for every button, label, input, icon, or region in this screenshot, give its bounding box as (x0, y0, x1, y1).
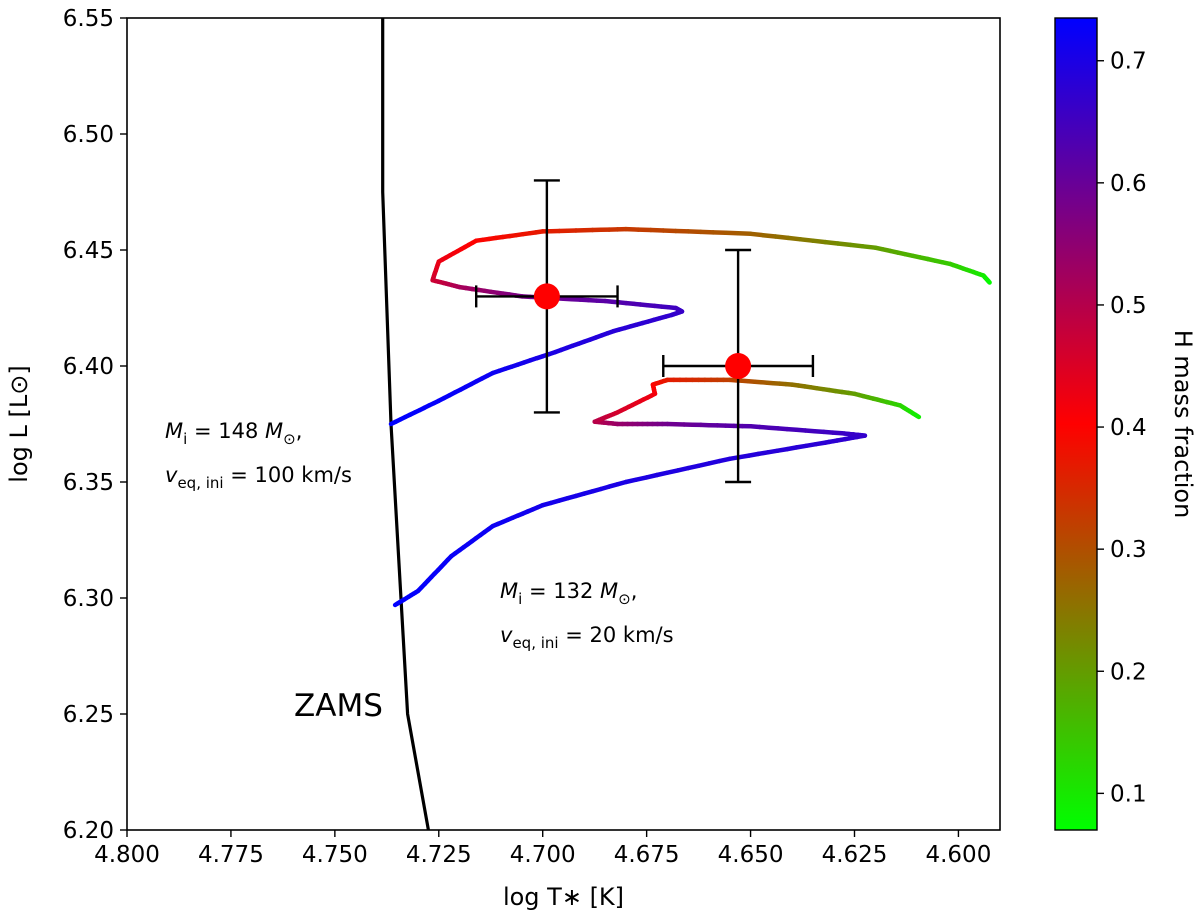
sun-symbol: ⊙ (618, 590, 631, 608)
x-tick-label: 4.800 (94, 842, 160, 868)
track-segment (914, 413, 922, 420)
colorbar-tick-label: 0.3 (1110, 537, 1147, 563)
mass-unit-symbol: M (265, 419, 283, 443)
y-tick-label: 6.55 (63, 6, 114, 32)
comma: , (631, 579, 638, 603)
x-tick-label: 4.700 (510, 842, 576, 868)
x-tick-label: 4.675 (614, 842, 680, 868)
observation-point (725, 353, 752, 379)
annotation-line-1: Mi = 148 M⊙, (165, 419, 302, 448)
x-tick-label: 4.750 (302, 842, 368, 868)
velocity-symbol: v (165, 463, 178, 487)
x-axis-label: log T∗ [K] (503, 883, 624, 911)
velocity-value: = 20 km/s (559, 623, 674, 647)
colorbar-tick-label: 0.5 (1110, 293, 1147, 319)
y-tick-label: 6.45 (63, 238, 114, 264)
mass-unit-symbol: M (600, 579, 618, 603)
velocity-value: = 100 km/s (224, 463, 352, 487)
colorbar-tick-label: 0.1 (1110, 781, 1147, 807)
mass-subscript: i (183, 430, 187, 448)
mass-value: = 148 (187, 419, 265, 443)
sun-symbol: ⊙ (283, 430, 296, 448)
velocity-symbol: v (500, 623, 513, 647)
y-axis-label: log L [L⊙] (5, 365, 33, 482)
x-tick-label: 4.625 (822, 842, 888, 868)
plot-area: Mi = 148 M⊙,veq, ini = 100 km/sMi = 132 … (165, 18, 992, 831)
x-tick-label: 4.725 (406, 842, 472, 868)
colorbar-tick-label: 0.4 (1110, 415, 1147, 441)
annotation-line-2: veq, ini = 20 km/s (500, 623, 674, 652)
y-tick-label: 6.20 (63, 818, 114, 844)
y-tick-label: 6.25 (63, 702, 114, 728)
x-tick-label: 4.600 (925, 842, 991, 868)
mass-symbol: M (500, 579, 518, 603)
track-1 (388, 226, 992, 427)
annotation-line-2: veq, ini = 100 km/s (165, 463, 352, 492)
annotation-148: Mi = 148 M⊙,veq, ini = 100 km/s (165, 419, 352, 492)
annotation-132: Mi = 132 M⊙,veq, ini = 20 km/s (500, 579, 674, 652)
colorbar-tick-label: 0.7 (1110, 49, 1147, 75)
mass-value: = 132 (522, 579, 600, 603)
observation-1 (475, 179, 619, 414)
zams-label: ZAMS (294, 688, 383, 724)
colorbar-tick-label: 0.6 (1110, 171, 1147, 197)
track-2 (392, 377, 922, 608)
axes: 4.800 4.775 4.750 4.725 4.700 4.675 4.650 4.625… (5, 6, 1001, 911)
mass-symbol: M (165, 419, 183, 443)
observation-point (533, 283, 560, 310)
x-tick-label: 4.775 (198, 842, 264, 868)
colorbar-gradient (1054, 17, 1098, 831)
y-tick-label: 6.40 (63, 354, 114, 380)
velocity-subscript: eq, ini (177, 474, 223, 492)
mass-subscript: i (518, 590, 522, 608)
track-segment (986, 279, 992, 285)
colorbar: 0.1 0.2 0.3 0.4 0.5 0.6 0.7 H mass fraction (1054, 17, 1197, 831)
y-tick-label: 6.30 (63, 586, 114, 612)
y-tick-label: 6.50 (63, 122, 114, 148)
plot-frame (126, 17, 1001, 831)
annotation-line-1: Mi = 132 M⊙, (500, 579, 637, 608)
velocity-subscript: eq, ini (512, 634, 558, 652)
observation-2 (662, 248, 815, 484)
comma: , (296, 419, 303, 443)
y-tick-label: 6.35 (63, 470, 114, 496)
colorbar-tick-label: 0.2 (1110, 659, 1147, 685)
colorbar-label: H mass fraction (1169, 330, 1197, 519)
x-tick-label: 4.650 (718, 842, 784, 868)
